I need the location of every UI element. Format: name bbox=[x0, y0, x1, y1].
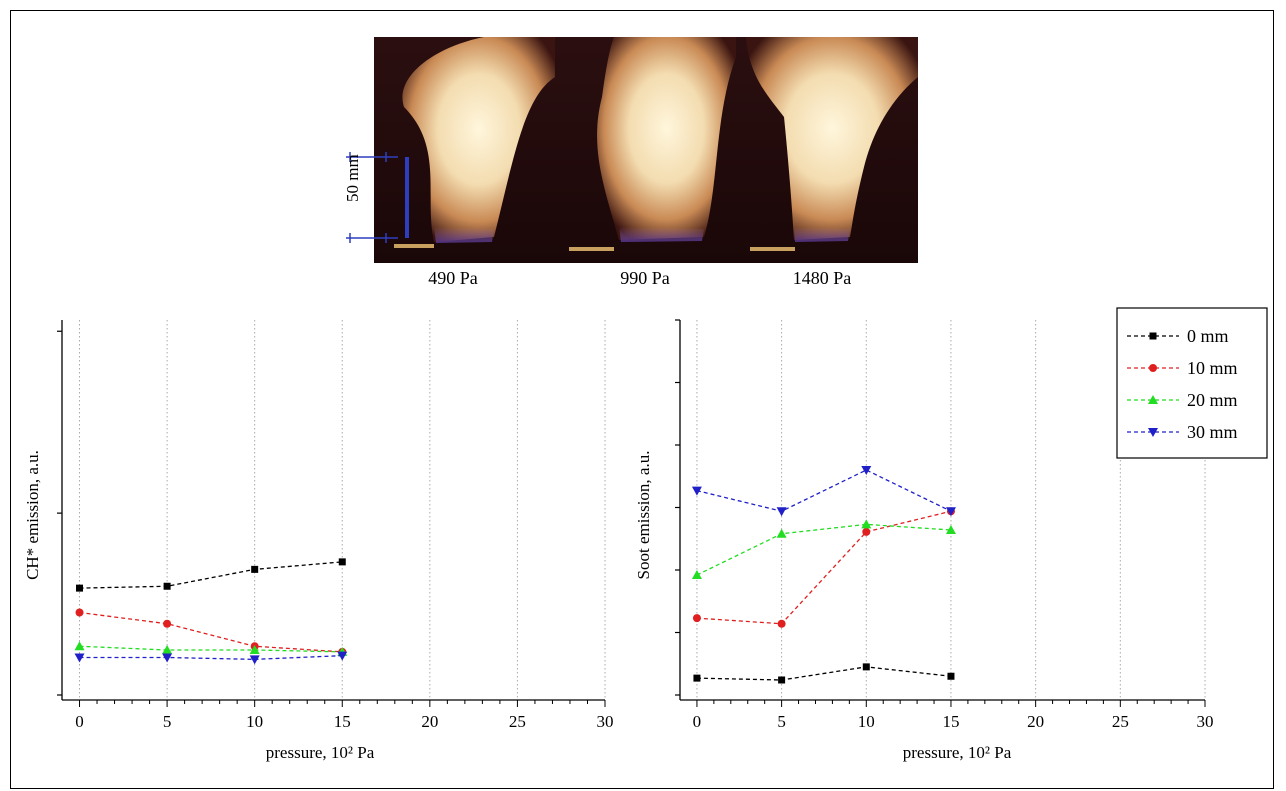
data-point bbox=[249, 655, 260, 665]
data-point bbox=[862, 663, 870, 671]
plot-area: 0 5 10 15 20 25 30 bbox=[675, 319, 1214, 731]
legend: 0 mm 10 mm 20 mm 30 mm bbox=[1116, 307, 1268, 459]
figure-frame bbox=[10, 10, 1274, 789]
legend-marker bbox=[1148, 428, 1158, 437]
x-tick-label: 5 bbox=[163, 712, 172, 731]
x-axis-label: pressure, 10² Pa bbox=[903, 743, 1012, 762]
legend-box bbox=[1116, 307, 1268, 459]
data-point bbox=[945, 525, 956, 534]
x-tick-label: 5 bbox=[777, 712, 786, 731]
legend-marker bbox=[1149, 332, 1157, 340]
x-tick-label: 20 bbox=[1027, 712, 1044, 731]
series-line bbox=[79, 561, 343, 589]
data-point bbox=[249, 645, 260, 654]
data-point bbox=[75, 608, 84, 617]
soot-emission-chart: 0 5 10 15 20 25 30 Soot emission, a.u. pressur… bbox=[634, 307, 1268, 762]
series-line bbox=[696, 666, 952, 681]
scale-bar bbox=[346, 152, 409, 243]
legend-label: 10 mm bbox=[1187, 358, 1238, 378]
x-tick-label: 25 bbox=[509, 712, 526, 731]
photo-caption-490: 490 Pa bbox=[428, 268, 478, 288]
legend-marker bbox=[1149, 364, 1157, 372]
data-point bbox=[776, 507, 787, 517]
data-point bbox=[692, 614, 701, 623]
data-point bbox=[76, 584, 84, 592]
data-point bbox=[691, 570, 702, 579]
scale-label: 50 mm bbox=[343, 154, 362, 202]
x-tick-label: 20 bbox=[421, 712, 438, 731]
x-tick-label: 15 bbox=[334, 712, 351, 731]
x-tick-label: 10 bbox=[858, 712, 875, 731]
data-point bbox=[862, 527, 871, 536]
series-line bbox=[696, 510, 952, 625]
ch-emission-chart: 0 5 10 15 20 25 30 CH* emission, a.u. pressure… bbox=[23, 320, 614, 762]
x-tick-label: 0 bbox=[693, 712, 702, 731]
data-point bbox=[945, 507, 956, 517]
data-point bbox=[74, 653, 85, 663]
flame-photo-490 bbox=[374, 37, 555, 263]
legend-marker bbox=[1148, 395, 1158, 404]
data-point bbox=[693, 674, 701, 682]
data-point bbox=[251, 565, 259, 573]
legend-label: 30 mm bbox=[1187, 422, 1238, 442]
flame-photos bbox=[374, 37, 918, 263]
data-point bbox=[338, 558, 346, 566]
data-point bbox=[74, 641, 85, 651]
x-tick-label: 30 bbox=[597, 712, 614, 731]
x-tick-label: 30 bbox=[1197, 712, 1214, 731]
series-line bbox=[79, 611, 343, 653]
data-point bbox=[861, 466, 872, 475]
y-axis-label: Soot emission, a.u. bbox=[634, 451, 653, 580]
x-tick-label: 15 bbox=[942, 712, 959, 731]
plot-area: 0 5 10 15 20 25 30 bbox=[57, 320, 614, 731]
data-point bbox=[776, 528, 787, 538]
data-point bbox=[777, 619, 786, 628]
series-line bbox=[696, 469, 952, 512]
y-axis-label: CH* emission, a.u. bbox=[23, 450, 42, 580]
series-line bbox=[79, 654, 343, 661]
data-point bbox=[778, 676, 786, 684]
data-point bbox=[162, 645, 173, 654]
legend-label: 0 mm bbox=[1187, 326, 1229, 346]
photo-caption-1480: 1480 Pa bbox=[792, 268, 852, 288]
data-point bbox=[861, 519, 872, 529]
x-tick-label: 0 bbox=[75, 712, 84, 731]
series-line bbox=[79, 645, 343, 653]
flame-photo-1480 bbox=[736, 37, 918, 263]
data-point bbox=[691, 486, 702, 496]
x-axis-label: pressure, 10² Pa bbox=[266, 743, 375, 762]
data-point bbox=[163, 582, 171, 590]
data-point bbox=[947, 672, 955, 680]
legend-label: 20 mm bbox=[1187, 390, 1238, 410]
series-line bbox=[696, 523, 952, 576]
flame-photo-990 bbox=[555, 37, 736, 263]
x-tick-label: 10 bbox=[246, 712, 263, 731]
flame-photo-strip bbox=[374, 37, 918, 263]
data-point bbox=[162, 653, 173, 663]
data-point bbox=[337, 651, 348, 661]
photo-caption-990: 990 Pa bbox=[620, 268, 670, 288]
data-point bbox=[163, 619, 172, 628]
x-tick-label: 25 bbox=[1112, 712, 1129, 731]
